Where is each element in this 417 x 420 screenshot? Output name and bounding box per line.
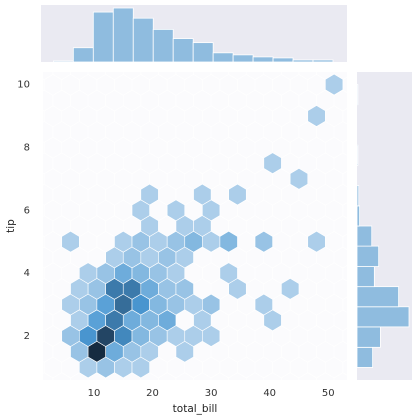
x-tick-label: 40: [263, 388, 276, 399]
empty-hex: [105, 72, 124, 80]
marginal-y-bar: [356, 245, 380, 267]
marginal-x-bar: [172, 38, 194, 63]
y-tick-label: 4: [24, 268, 30, 279]
hex-cell: [166, 199, 186, 222]
x-axis-label: total_bill: [173, 403, 218, 415]
marginal-y-bar: [356, 286, 399, 308]
x-tick-label: 20: [146, 388, 159, 399]
marginal-y-bar: [356, 266, 375, 288]
marginal-y-bar: [356, 185, 360, 207]
hex-cell: [219, 262, 238, 284]
marginal-x-bar: [72, 47, 94, 63]
marginal-y-bar: [356, 326, 381, 348]
empty-hex: [43, 298, 45, 311]
marginal-y-bar: [356, 225, 373, 247]
y-axis-label: tip: [5, 219, 17, 233]
hex-cell: [307, 230, 326, 253]
empty-hex: [43, 72, 54, 80]
marginal-y-bar: [356, 84, 359, 106]
marginal-x-bar: [292, 59, 314, 63]
empty-hex: [193, 72, 212, 80]
empty-hex: [70, 72, 89, 80]
y-tick-label: 10: [17, 80, 30, 91]
marginal-x-bar: [232, 54, 254, 63]
empty-hex: [43, 361, 45, 374]
empty-hex: [228, 72, 247, 80]
y-tick-label: 8: [24, 142, 30, 153]
marginal-x-bar: [212, 52, 234, 63]
marginal-x-bar: [252, 56, 274, 63]
empty-hex: [210, 72, 229, 80]
empty-hex: [281, 72, 300, 80]
empty-hex: [52, 72, 71, 80]
empty-hex: [43, 235, 45, 249]
y-tick-label: 2: [24, 331, 30, 342]
hex-cell: [254, 293, 273, 316]
empty-hex: [263, 72, 282, 80]
empty-hex: [175, 72, 194, 80]
hex-cell: [254, 230, 273, 253]
marginal-y-bar: [356, 306, 410, 328]
hex-cell: [325, 73, 344, 96]
hex-cell: [219, 230, 238, 253]
empty-hex: [140, 72, 159, 80]
marginal-x-bar: [192, 42, 214, 63]
hex-cell: [307, 105, 326, 127]
y-tick-label: 6: [24, 205, 30, 216]
marginal-y-bar: [356, 144, 359, 166]
empty-hex: [245, 72, 265, 80]
hex-cell: [281, 278, 300, 300]
hex-cell: [193, 183, 212, 206]
marginal-x-bar: [312, 59, 334, 63]
x-tick-label: 10: [88, 388, 101, 399]
marginal-x-bar: [112, 7, 134, 63]
empty-hex: [298, 72, 317, 80]
x-tick-label: 50: [322, 388, 335, 399]
empty-hex: [158, 72, 177, 80]
empty-hex: [43, 109, 45, 123]
hex-cell: [202, 293, 221, 316]
hex-cell: [263, 152, 282, 174]
marginal-y-bar: [356, 205, 360, 227]
marginal-x-bar: [152, 28, 174, 63]
hex-cell: [61, 230, 80, 253]
hex-cell: [289, 168, 309, 190]
marginal-x-bar: [272, 57, 294, 63]
marginal-x-bar: [52, 60, 74, 63]
hex-cell: [140, 183, 159, 206]
marginal-x-bar: [92, 11, 114, 63]
empty-hex: [87, 72, 106, 80]
x-tick-label: 30: [205, 388, 218, 399]
hex-layer: [43, 72, 347, 380]
marginal-y-bar: [356, 346, 374, 368]
empty-hex: [122, 72, 142, 80]
hex-cell: [228, 183, 247, 206]
empty-hex: [43, 172, 45, 186]
marginal-x-bar: [132, 17, 154, 63]
